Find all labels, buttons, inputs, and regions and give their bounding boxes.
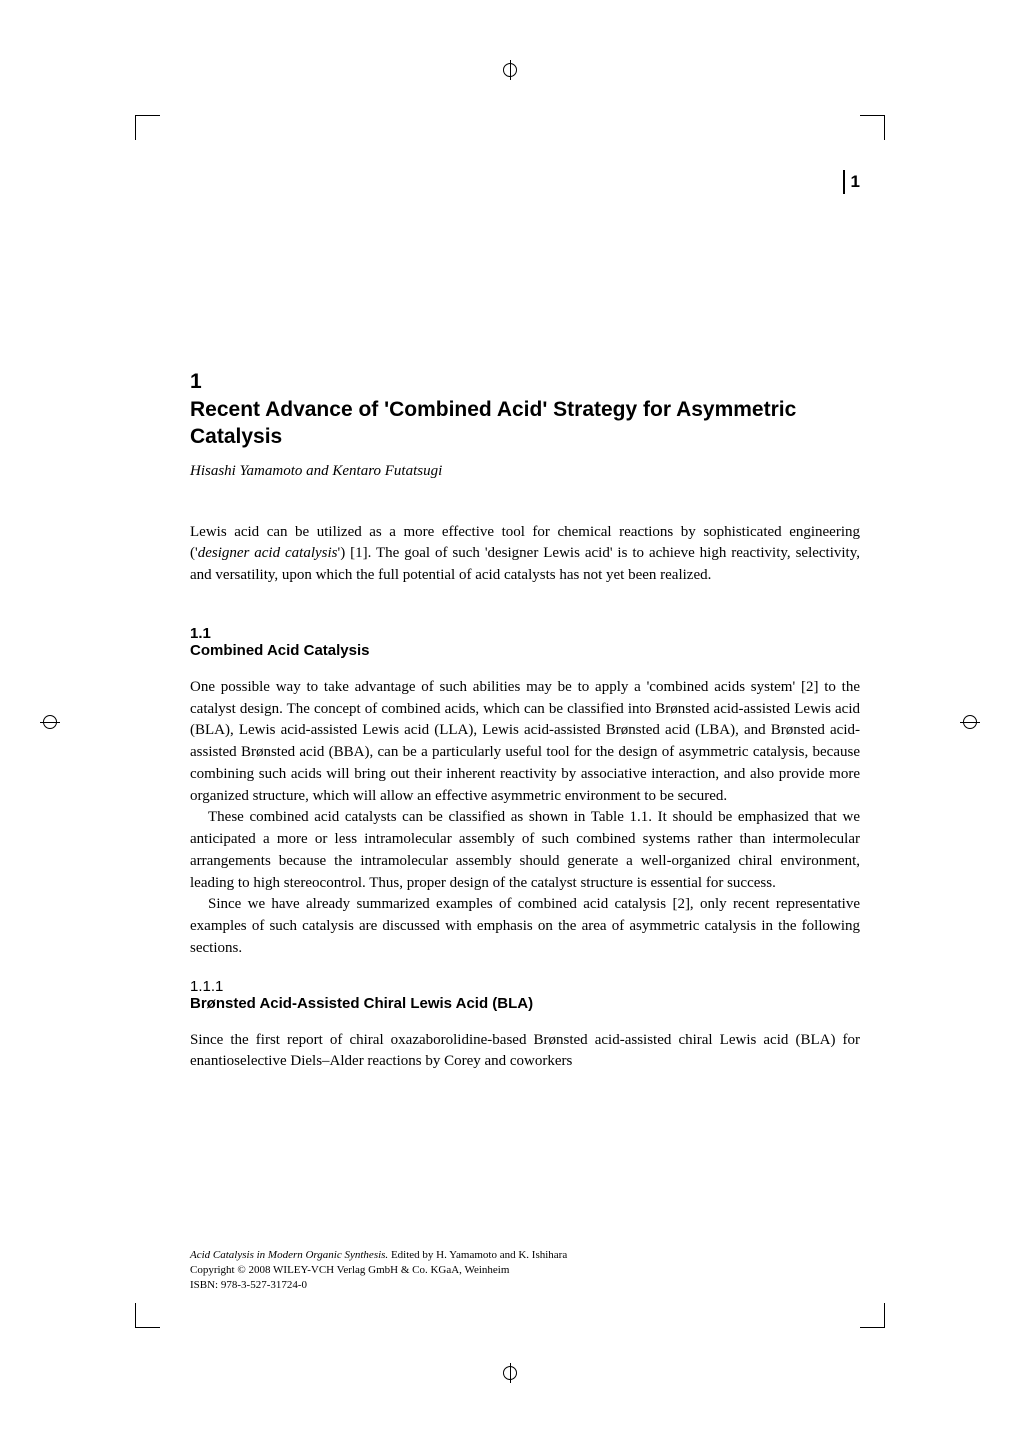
corner-mark-top-left <box>135 115 160 140</box>
subsection-number: 1.1.1 <box>190 978 860 995</box>
section-para-3: Since we have already summarized example… <box>190 894 860 959</box>
chapter-number: 1 <box>190 370 860 394</box>
crop-mark-top <box>500 60 520 80</box>
subsection-title: Brønsted Acid-Assisted Chiral Lewis Acid… <box>190 995 860 1012</box>
authors-line: Hisashi Yamamoto and Kentaro Futatsugi <box>190 463 860 480</box>
crop-mark-right <box>960 712 980 732</box>
corner-mark-bottom-right <box>860 1303 885 1328</box>
section-para-2: These combined acid catalysts can be cla… <box>190 807 860 894</box>
section-para-1: One possible way to take advantage of su… <box>190 677 860 808</box>
crop-mark-bottom <box>500 1363 520 1383</box>
footer-isbn: ISBN: 978-3-527-31724-0 <box>190 1279 307 1291</box>
page-footer: Acid Catalysis in Modern Organic Synthes… <box>190 1248 567 1293</box>
page-content: 1 1 Recent Advance of 'Combined Acid' St… <box>190 170 860 1073</box>
corner-mark-top-right <box>860 115 885 140</box>
crop-mark-left <box>40 712 60 732</box>
intro-paragraph: Lewis acid can be utilized as a more eff… <box>190 522 860 587</box>
footer-copyright: Copyright © 2008 WILEY-VCH Verlag GmbH &… <box>190 1264 509 1276</box>
subsection-para-1: Since the first report of chiral oxazabo… <box>190 1030 860 1074</box>
section-title: Combined Acid Catalysis <box>190 642 860 659</box>
section-number: 1.1 <box>190 625 860 642</box>
chapter-title: Recent Advance of 'Combined Acid' Strate… <box>190 396 860 451</box>
page-number: 1 <box>843 170 860 194</box>
corner-mark-bottom-left <box>135 1303 160 1328</box>
footer-book-title: Acid Catalysis in Modern Organic Synthes… <box>190 1249 388 1261</box>
footer-editors: Edited by H. Yamamoto and K. Ishihara <box>388 1249 567 1261</box>
